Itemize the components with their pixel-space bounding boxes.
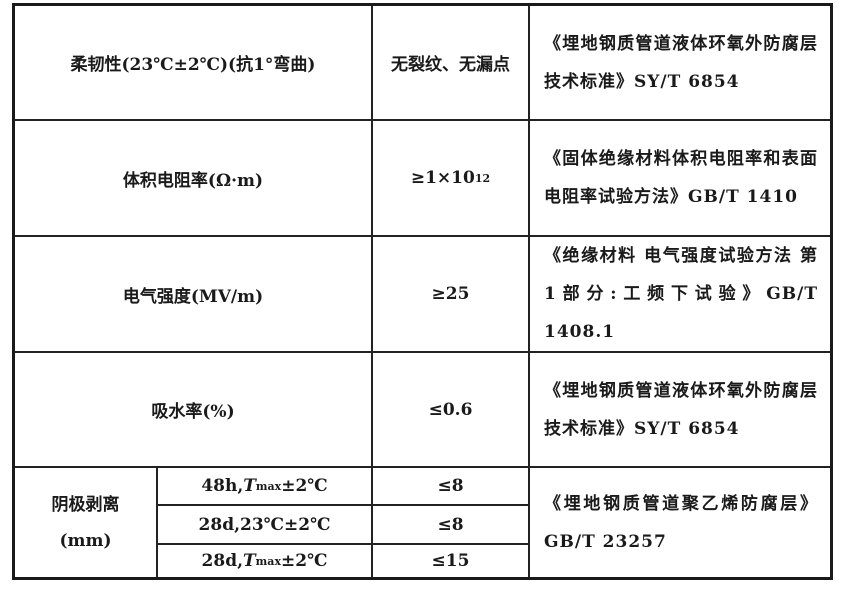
- value-cell: ≤0.6: [373, 353, 530, 468]
- value-cell: ≥25: [373, 237, 530, 353]
- standard-cell: 《埋地钢质管道液体环氧外防腐层技术标准》SY/T 6854: [530, 6, 830, 121]
- value-cell: ≤15: [373, 545, 530, 577]
- condition-text: 28d,23℃±2℃: [198, 514, 331, 535]
- condition-text: 48h,: [201, 476, 244, 496]
- cathodic-property-cell: 阴极剥离 (mm): [15, 468, 158, 577]
- condition-T: T: [243, 476, 256, 496]
- standard-cell: 《埋地钢质管道液体环氧外防腐层技术标准》SY/T 6854: [530, 353, 830, 468]
- value-exponent: 12: [474, 171, 491, 185]
- standard-cell: 《固体绝缘材料体积电阻率和表面电阻率试验方法》GB/T 1410: [530, 121, 830, 237]
- condition-text: 28d,: [201, 551, 244, 571]
- condition-sub: max: [255, 479, 282, 493]
- property-cell: 吸水率(%): [15, 353, 373, 468]
- value-cell: ≤8: [373, 506, 530, 545]
- cathodic-label: 阴极剥离: [51, 494, 120, 515]
- value-text: ≥1×10: [410, 168, 475, 188]
- properties-table: 柔韧性(23℃±2℃)(抗1°弯曲) 无裂纹、无漏点 《埋地钢质管道液体环氧外防…: [12, 3, 833, 580]
- value-cell: 无裂纹、无漏点: [373, 6, 530, 121]
- condition-post: ±2℃: [281, 476, 328, 496]
- value-cell: ≥1×10 12: [373, 121, 530, 237]
- property-cell: 体积电阻率(Ω·m): [15, 121, 373, 237]
- property-cell: 柔韧性(23℃±2℃)(抗1°弯曲): [15, 6, 373, 121]
- standard-cell: 《埋地钢质管道聚乙烯防腐层》GB/T 23257: [544, 493, 818, 552]
- condition-sub: max: [255, 554, 281, 568]
- standard-cell: 《绝缘材料 电气强度试验方法 第1部分:工频下试验》GB/T 1408.1: [530, 237, 830, 353]
- condition-cell: 28d,23℃±2℃: [158, 506, 373, 545]
- value-cell: ≤8: [373, 468, 530, 506]
- property-cell: 电气强度(MV/m): [15, 237, 373, 353]
- condition-T: T: [243, 551, 256, 571]
- condition-post: ±2℃: [281, 551, 328, 571]
- cathodic-unit: (mm): [59, 530, 112, 551]
